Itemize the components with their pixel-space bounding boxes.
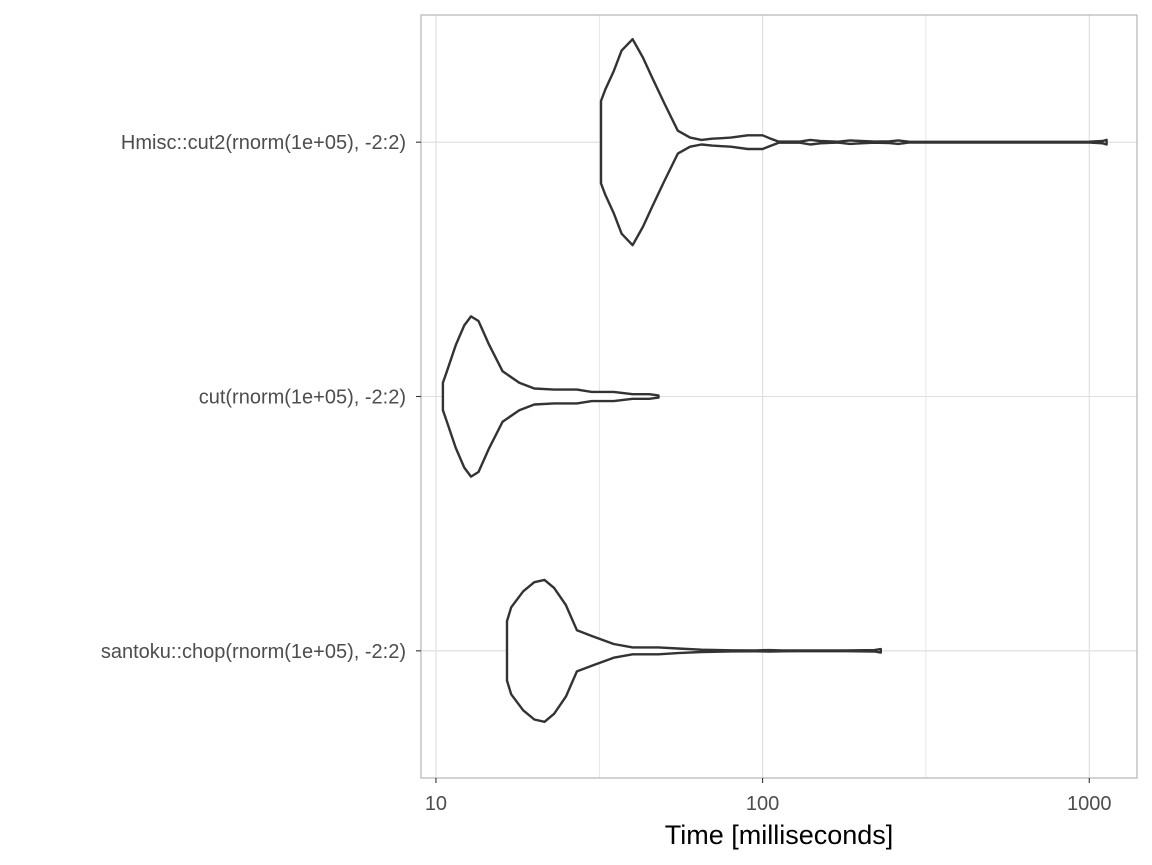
- y-axis: Hmisc::cut2(rnorm(1e+05), -2:2)cut(rnorm…: [101, 132, 421, 663]
- violin-shape: [599, 38, 1108, 247]
- x-tick-label: 100: [746, 793, 779, 815]
- violin-shape: [505, 578, 882, 723]
- x-tick-label: 1000: [1067, 793, 1112, 815]
- violin-shape: [441, 315, 660, 478]
- y-tick-label: Hmisc::cut2(rnorm(1e+05), -2:2): [121, 132, 406, 154]
- y-tick-label: cut(rnorm(1e+05), -2:2): [199, 387, 406, 409]
- y-tick-label: santoku::chop(rnorm(1e+05), -2:2): [101, 641, 406, 663]
- x-tick-label: 10: [425, 793, 447, 815]
- x-axis-title: Time [milliseconds]: [665, 820, 894, 850]
- violin-layer: [441, 38, 1108, 723]
- x-axis: 10 100 1000: [425, 778, 1112, 815]
